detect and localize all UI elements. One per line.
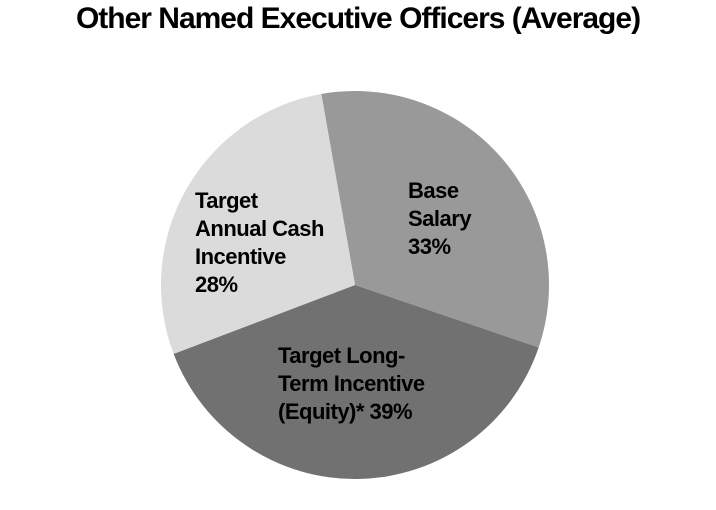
pie-slice-label-line: 33% <box>408 234 451 259</box>
pie-slice-label-line: 28% <box>195 272 238 297</box>
pie-slice-label-line: Base <box>408 178 459 203</box>
pie-slice-label-line: Annual Cash <box>195 216 324 241</box>
pie-slice-label-line: Target Long- <box>278 343 405 368</box>
pie-slice-label-line: Target <box>195 188 258 213</box>
pie-slice-label-line: (Equity)* 39% <box>278 399 413 424</box>
pie-slice-label-0: Base Salary 33% <box>408 177 472 261</box>
pie-slice-1 <box>173 285 539 480</box>
chart-title: Other Named Executive Officers (Average) <box>75 2 641 35</box>
pie-slice-label-1: Target Long- Term Incentive (Equity)* 39% <box>278 342 425 426</box>
pie-slice-label-2: Target Annual Cash Incentive 28% <box>195 187 324 299</box>
pie-slice-label-line: Term Incentive <box>278 371 425 396</box>
pie-slice-2 <box>160 93 355 354</box>
pie-slice-0 <box>321 91 549 348</box>
pie-slice-label-line: Incentive <box>195 244 286 269</box>
pie-slice-label-line: Salary <box>408 206 472 231</box>
